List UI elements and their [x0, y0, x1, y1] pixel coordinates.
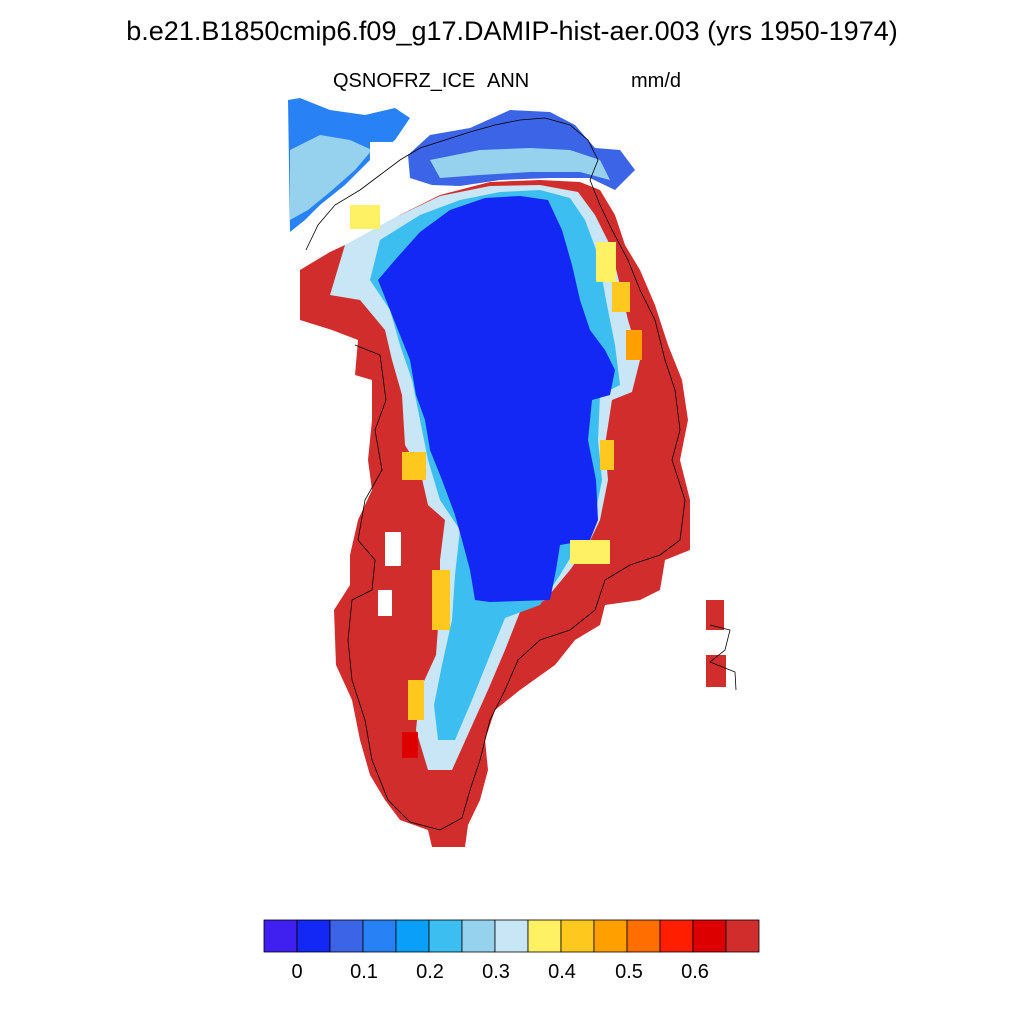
colorbar-swatch [428, 919, 463, 953]
colorbar-tick-label: 0.3 [482, 961, 510, 983]
units-label: mm/d [631, 70, 681, 92]
east-highlight-cells [626, 330, 642, 360]
greenland-map [288, 98, 737, 847]
colorbar-tick-label: 0.6 [681, 961, 709, 983]
colorbar-tick-label: 0.1 [350, 961, 378, 983]
figure-title: b.e21.B1850cmip6.f09_g17.DAMIP-hist-aer.… [126, 16, 898, 46]
colorbar-swatch [659, 919, 694, 953]
colorbar-swatch [461, 919, 496, 953]
colorbar-swatch [626, 919, 661, 953]
ice-sheet-interior [378, 196, 615, 602]
west-highlight-cells [402, 732, 418, 758]
colorbar-swatch [494, 919, 529, 953]
missing-data-patch [370, 142, 392, 172]
east-highlight-cells [570, 540, 610, 564]
colorbar-tick-label: 0.2 [416, 961, 444, 983]
east-island-cells [706, 600, 724, 630]
east-island-cells [706, 655, 726, 687]
coastline-east-island [709, 624, 737, 691]
colorbar-swatch [527, 919, 562, 953]
east-highlight-cells [600, 440, 614, 470]
colorbar-swatch [560, 919, 595, 953]
variable-label: QSNOFRZ_ICE [333, 70, 476, 92]
colorbar-swatch [725, 919, 760, 953]
coastline [305, 117, 686, 831]
colorbar-swatch [296, 919, 331, 953]
west-highlight-cells [402, 452, 426, 480]
northwest-strip-light [290, 135, 372, 220]
north-coast-strip-light [430, 148, 610, 180]
colorbar-swatch [593, 919, 628, 953]
west-highlight-cells [432, 570, 450, 630]
missing-data-patch [385, 532, 401, 566]
west-highlight-cells [408, 680, 424, 720]
colorbar-swatch [692, 919, 727, 953]
colorbar [263, 919, 760, 953]
colorbar-swatch [329, 919, 364, 953]
colorbar-swatch [395, 919, 430, 953]
colorbar-swatch [263, 919, 298, 953]
colorbar-tick-label: 0 [291, 961, 303, 983]
colorbar-tick-label: 0.5 [615, 961, 643, 983]
colorbar-swatch [362, 919, 397, 953]
west-highlight-cells [350, 205, 380, 229]
east-highlight-cells [612, 282, 630, 312]
east-highlight-cells [596, 242, 616, 282]
season-label: ANN [487, 70, 530, 92]
colorbar-tick-label: 0.4 [548, 961, 576, 983]
missing-data-patch [378, 590, 392, 616]
